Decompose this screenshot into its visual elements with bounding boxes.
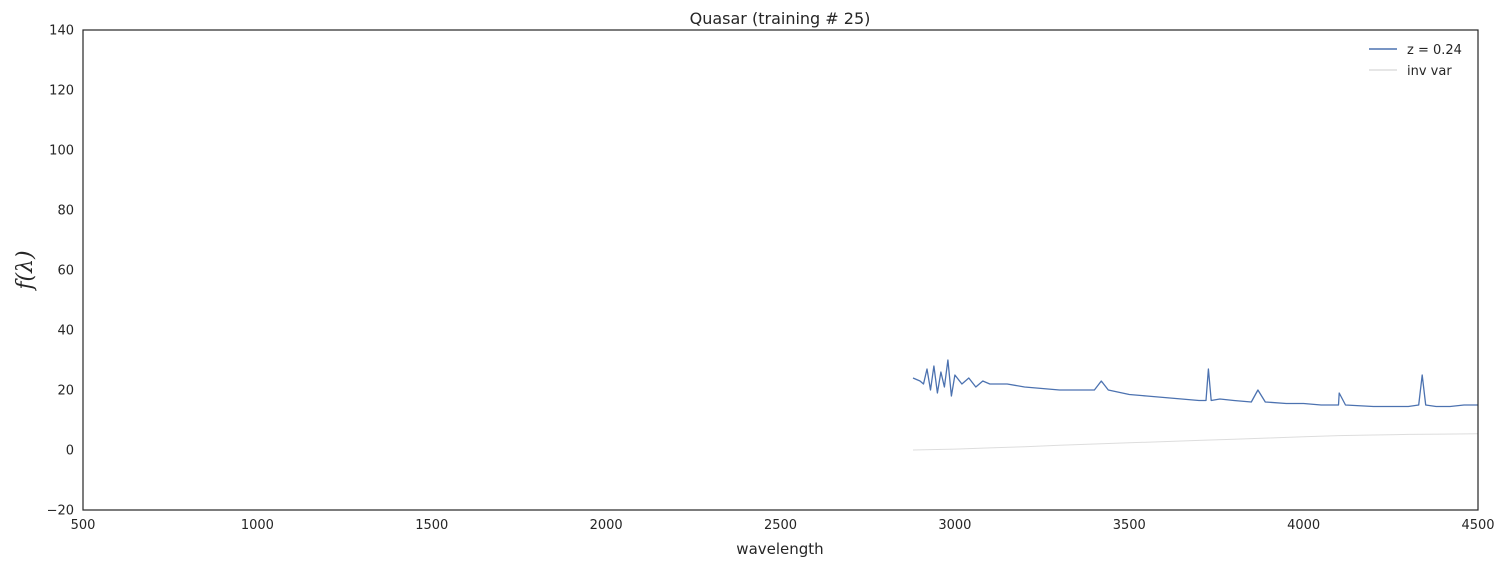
y-tick-label: 80 [57,204,74,219]
y-axis-label: f(λ) [13,250,38,291]
x-tick-label: 3000 [938,518,971,533]
legend: z = 0.24 inv var [1369,43,1462,79]
plot-frame [82,29,1479,511]
x-tick-label: 3500 [1113,518,1146,533]
y-tick-label: 20 [57,384,74,399]
x-tick-label: 4500 [1461,518,1494,533]
x-axis-ticks: 500 1000 1500 2000 2500 3000 3500 4000 4500 [71,518,1495,533]
series-line-1 [912,359,1478,408]
chart-title: Quasar (training # 25) [690,9,871,28]
series-line-2 [912,433,1479,451]
x-axis-label: wavelength [736,540,823,558]
x-tick-label: 2500 [764,518,797,533]
legend-label-series-1: z = 0.24 [1407,43,1462,58]
y-axis-ticks: −20 0 20 40 60 80 100 120 140 [47,24,74,519]
legend-label-series-2: inv var [1407,64,1452,79]
x-tick-label: 4000 [1287,518,1320,533]
x-tick-label: 500 [71,518,96,533]
plot-background [83,30,1478,510]
y-tick-label: 40 [57,324,74,339]
y-tick-label: 0 [66,444,74,459]
y-tick-label: −20 [47,504,74,519]
y-tick-label: 60 [57,264,74,279]
x-tick-label: 1000 [241,518,274,533]
x-tick-label: 2000 [590,518,623,533]
x-tick-label: 1500 [415,518,448,533]
y-tick-label: 120 [49,84,74,99]
y-tick-label: 140 [49,24,74,39]
series-layer [912,359,1479,451]
y-tick-label: 100 [49,144,74,159]
